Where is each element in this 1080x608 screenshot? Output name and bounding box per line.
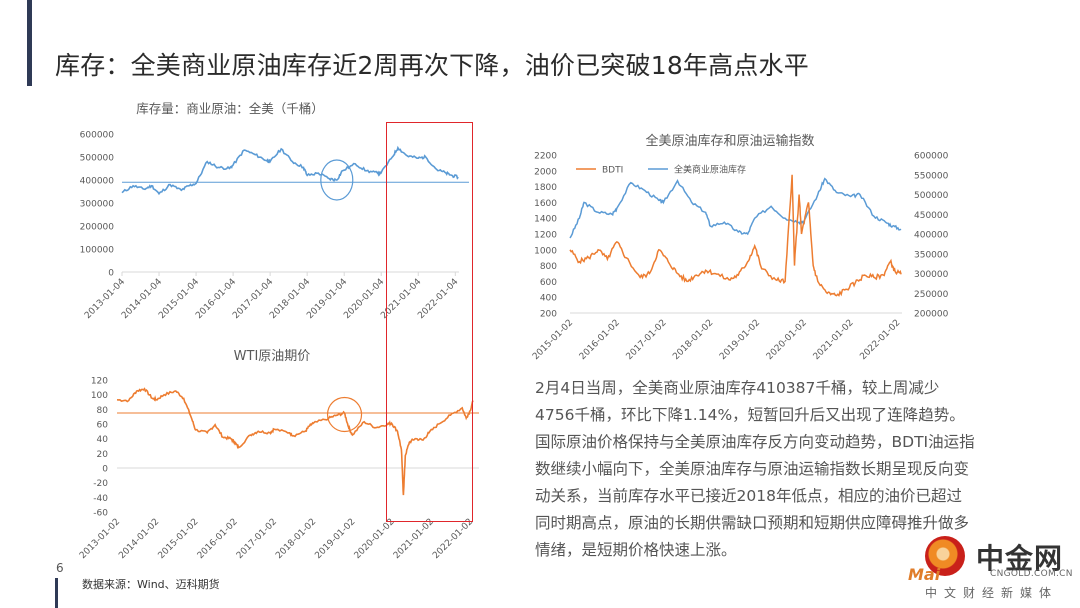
y-tick-label: 0 bbox=[108, 269, 114, 279]
logo-icon bbox=[925, 536, 965, 576]
slide-title: 库存：全美商业原油库存近2周再次下降，油价已突破18年高点水平 bbox=[55, 51, 809, 80]
x-tick-label: 2018-01-02 bbox=[671, 318, 715, 362]
y-tick-label: -20 bbox=[93, 479, 108, 489]
wti-chart: WTI原油期价 -60 -40 -20 0 20 40 60 80 100 120 2013-01-0… bbox=[78, 349, 479, 561]
left-accent-bar bbox=[27, 0, 32, 86]
inventory-series-line bbox=[121, 145, 459, 196]
legend-label-bdti: BDTI bbox=[602, 166, 623, 176]
x-tick-label: 2017-01-02 bbox=[625, 318, 669, 362]
y-right-tick-label: 350000 bbox=[914, 250, 949, 260]
y-right-tick-label: 500000 bbox=[914, 191, 949, 201]
y-left-tick-label: 800 bbox=[540, 262, 557, 272]
x-tick-label: 2013-01-02 bbox=[78, 517, 122, 561]
y-tick-label: 100 bbox=[91, 391, 108, 401]
y-left-tick-label: 2000 bbox=[534, 167, 557, 177]
wti-series-line bbox=[116, 387, 474, 496]
bottom-accent-bar bbox=[55, 578, 58, 608]
data-source: 数据来源：Wind、迈科期货 bbox=[82, 578, 220, 591]
highlight-circle bbox=[320, 159, 354, 201]
y-tick-label: 60 bbox=[97, 421, 109, 431]
y-left-tick-label: 1000 bbox=[534, 246, 557, 256]
x-tick-label: 2015-01-02 bbox=[157, 517, 201, 561]
analysis-paragraph: 2月4日当周，全美商业原油库存410387千桶，较上周减少4756千桶，环比下降… bbox=[535, 379, 975, 559]
x-tick-label: 2019-01-02 bbox=[313, 517, 357, 561]
x-tick-label: 2016-01-02 bbox=[196, 517, 240, 561]
y-left-tick-label: 1800 bbox=[534, 183, 557, 193]
highlight-box bbox=[386, 122, 473, 522]
x-tick-label: 2022-01-02 bbox=[431, 517, 475, 561]
x-tick-label: 2022-01-02 bbox=[858, 318, 902, 362]
chart-title: 库存量：商业原油：全美（千桶） bbox=[136, 101, 324, 116]
chart-title: 全美原油库存和原油运输指数 bbox=[645, 133, 814, 149]
x-tick-label: 2021-01-02 bbox=[812, 318, 856, 362]
y-right-tick-label: 300000 bbox=[914, 270, 949, 280]
y-tick-label: 600000 bbox=[80, 131, 115, 141]
page-number: 6 bbox=[56, 561, 64, 575]
chart-title: WTI原油期价 bbox=[234, 349, 311, 364]
y-right-tick-label: 200000 bbox=[914, 310, 949, 320]
y-tick-label: 120 bbox=[91, 377, 108, 387]
x-tick-label: 2015-01-02 bbox=[531, 318, 575, 362]
y-left-tick-label: 600 bbox=[540, 278, 557, 288]
y-left-tick-label: 1200 bbox=[534, 231, 557, 241]
x-tick-label: 2019-01-02 bbox=[718, 318, 762, 362]
y-right-tick-label: 550000 bbox=[914, 171, 949, 181]
x-tick-label: 2014-01-02 bbox=[117, 517, 161, 561]
bdti-series-line bbox=[569, 174, 902, 297]
y-tick-label: 80 bbox=[97, 406, 109, 416]
inventory-series-line bbox=[569, 177, 902, 239]
logo-subtitle: 中文财经新媒体 bbox=[925, 586, 1059, 600]
y-right-tick-label: 450000 bbox=[914, 211, 949, 221]
y-tick-label: 20 bbox=[97, 450, 109, 460]
y-right-tick-label: 250000 bbox=[914, 290, 949, 300]
y-tick-label: -40 bbox=[93, 494, 108, 504]
x-tick-label: 2018-01-02 bbox=[274, 517, 318, 561]
y-tick-label: 300000 bbox=[80, 200, 115, 210]
bdti-inventory-chart: 全美原油库存和原油运输指数 200 400 600 800 1000 1200 1400 160… bbox=[531, 133, 949, 362]
x-tick-label: 2017-01-02 bbox=[235, 517, 279, 561]
legend-label-inventory: 全美商业原油库存 bbox=[674, 164, 746, 176]
x-tick-label: 2021-01-02 bbox=[392, 517, 436, 561]
y-right-tick-label: 400000 bbox=[914, 231, 949, 241]
y-left-tick-label: 400 bbox=[540, 294, 557, 304]
x-tick-label: 2016-01-02 bbox=[578, 318, 622, 362]
logo-url: CNGOLD.COM.CN bbox=[990, 569, 1073, 579]
logo-brand: Mai bbox=[908, 565, 941, 584]
x-tick-label: 2020-01-02 bbox=[353, 517, 397, 561]
highlight-circle bbox=[326, 396, 363, 433]
y-tick-label: 400000 bbox=[80, 177, 115, 187]
y-right-tick-label: 600000 bbox=[914, 152, 949, 162]
y-left-tick-label: 1600 bbox=[534, 199, 557, 209]
y-tick-label: 0 bbox=[102, 465, 108, 475]
y-left-tick-label: 2200 bbox=[534, 152, 557, 162]
y-tick-label: 40 bbox=[97, 435, 109, 445]
y-left-tick-label: 200 bbox=[540, 310, 557, 320]
y-tick-label: 200000 bbox=[80, 223, 115, 233]
x-tick-label: 2020-01-02 bbox=[765, 318, 809, 362]
y-tick-label: 100000 bbox=[80, 246, 115, 256]
y-left-tick-label: 1400 bbox=[534, 215, 557, 225]
y-tick-label: 500000 bbox=[80, 154, 115, 164]
logo-text: 中金网 bbox=[976, 542, 1064, 575]
y-tick-label: -60 bbox=[93, 509, 108, 519]
